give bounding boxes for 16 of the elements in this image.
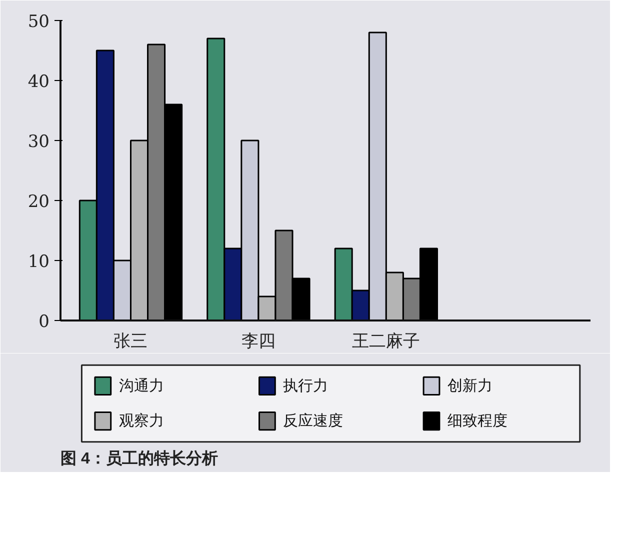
x-tick-label: 李四: [241, 332, 276, 350]
legend-label: 沟通力: [118, 377, 164, 394]
y-tick-label: 50: [28, 12, 50, 32]
legend-label: 反应速度: [283, 412, 344, 430]
x-tick-label: 张三: [114, 332, 148, 350]
y-tick-label: 30: [28, 132, 50, 152]
legend-label: 观察力: [118, 412, 164, 430]
y-tick-label: 0: [38, 312, 50, 332]
legend-label: 创新力: [447, 377, 492, 394]
legend-label: 细致程度: [447, 412, 508, 430]
caption: 图 4：员工的特长分析: [60, 450, 218, 468]
y-tick-label: 20: [28, 192, 50, 212]
y-tick-label: 10: [28, 252, 50, 272]
legend-label: 执行力: [283, 377, 328, 394]
x-tick-label: 王二麻子: [352, 332, 420, 350]
y-tick-label: 40: [28, 72, 50, 92]
